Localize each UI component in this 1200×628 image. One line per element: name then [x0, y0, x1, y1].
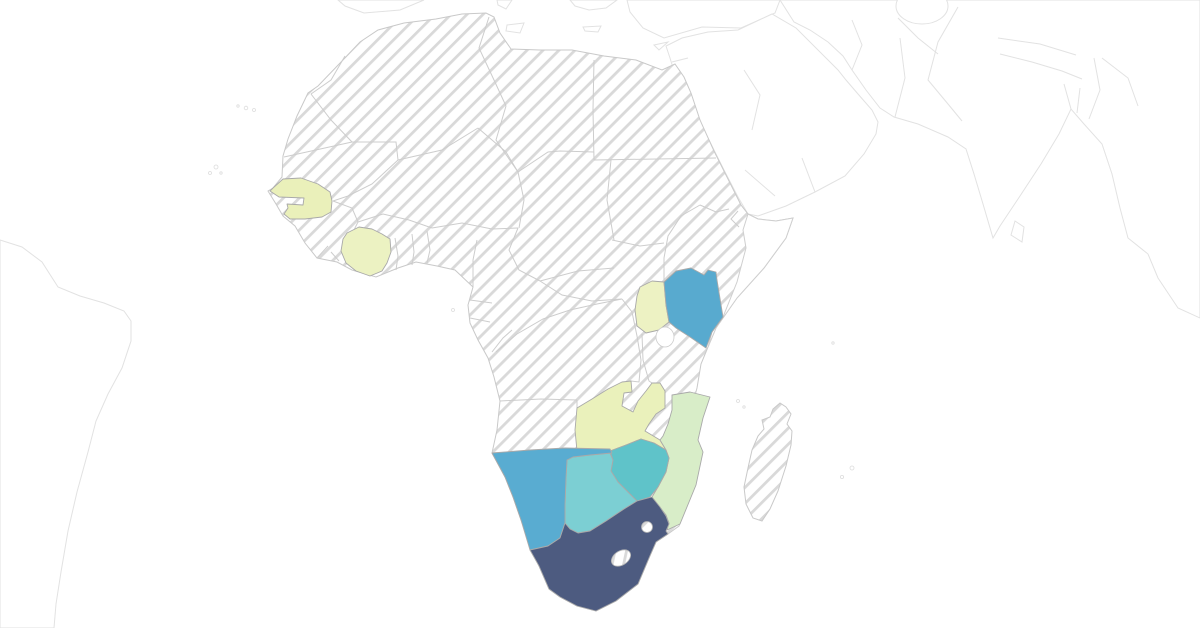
world-borders — [671, 6, 1139, 197]
lake-victoria — [655, 326, 675, 348]
greece-landmass — [569, 0, 618, 11]
canary-island — [236, 104, 240, 108]
mauritius-island — [849, 465, 855, 471]
comoros-island — [736, 399, 740, 403]
caspian-sea — [895, 0, 949, 25]
bioko-island — [451, 308, 455, 312]
cape-verde-island — [219, 171, 223, 175]
sicily-island — [505, 22, 525, 34]
lesotho-hatched — [611, 549, 631, 567]
south-america-landmass — [0, 239, 132, 628]
crete-island — [582, 25, 602, 33]
country-kenya[interactable] — [663, 267, 724, 349]
country-senegal[interactable] — [269, 177, 333, 220]
italy-landmass — [496, 0, 513, 10]
choropleth-countries — [269, 177, 724, 612]
reunion-island — [840, 474, 845, 479]
cyprus-island — [652, 41, 670, 51]
turkey-landmass — [626, 0, 781, 39]
cape-verde-island — [213, 164, 219, 170]
cape-verde-island — [208, 171, 212, 175]
seychelles-island — [831, 341, 835, 345]
canary-island — [243, 105, 249, 111]
iberia-landmass — [337, 0, 425, 14]
canary-island — [252, 108, 256, 112]
somalia-plain — [707, 213, 794, 348]
eswatini-hatched — [641, 521, 653, 533]
comoros-island — [742, 405, 746, 409]
madagascar-hatched — [743, 402, 793, 522]
sri-lanka-island — [1010, 220, 1025, 243]
country-south-africa[interactable] — [529, 496, 670, 612]
country-cote-divoire[interactable] — [340, 226, 392, 277]
small-islands — [208, 104, 855, 479]
country-uganda[interactable] — [634, 280, 670, 334]
arabia-levant-landmass — [665, 13, 879, 217]
country-namibia[interactable] — [491, 447, 613, 551]
